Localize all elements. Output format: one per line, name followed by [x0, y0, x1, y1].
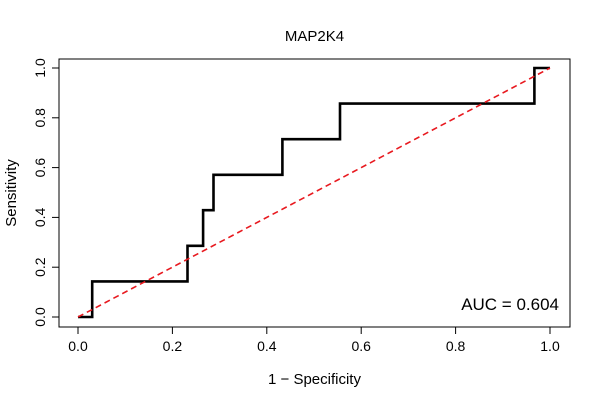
- reference-diagonal-line: [77, 67, 551, 318]
- y-tick-label: 0.4: [32, 207, 48, 227]
- auc-annotation: AUC = 0.604: [461, 295, 559, 314]
- x-tick-label: 1.0: [540, 338, 560, 354]
- y-tick-label: 0.6: [32, 158, 48, 178]
- y-tick-label: 0.0: [32, 307, 48, 327]
- x-tick-label: 0.2: [163, 338, 183, 354]
- roc-curve-line: [78, 66, 550, 319]
- y-tick-label: 0.8: [32, 108, 48, 128]
- x-axis: 0.0 0.2 0.4 0.6 0.8 1.0: [68, 326, 560, 354]
- x-tick-label: 0.4: [257, 338, 277, 354]
- chart-title: MAP2K4: [285, 28, 344, 45]
- y-axis-label: Sensitivity: [3, 159, 20, 227]
- x-tick-label: 0.6: [351, 338, 371, 354]
- y-tick-label: 1.0: [32, 58, 48, 78]
- x-tick-label: 0.0: [68, 338, 88, 354]
- x-tick-label: 0.8: [446, 338, 466, 354]
- x-axis-label: 1 − Specificity: [268, 371, 361, 388]
- y-axis: 0.0 0.2 0.4 0.6 0.8 1.0: [32, 58, 60, 327]
- y-tick-label: 0.2: [32, 257, 48, 277]
